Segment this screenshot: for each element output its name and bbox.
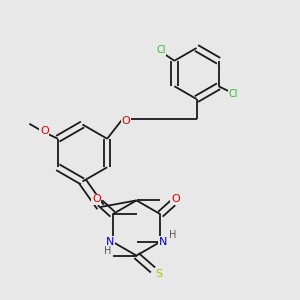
Text: N: N: [106, 237, 114, 247]
Text: H: H: [104, 246, 112, 256]
Text: S: S: [155, 268, 162, 279]
Text: Cl: Cl: [156, 45, 166, 55]
Text: O: O: [92, 194, 101, 204]
Text: O: O: [122, 116, 130, 127]
Text: O: O: [40, 126, 49, 136]
Text: N: N: [159, 237, 167, 247]
Text: Cl: Cl: [228, 89, 238, 99]
Text: H: H: [169, 230, 176, 240]
Text: O: O: [171, 194, 180, 204]
